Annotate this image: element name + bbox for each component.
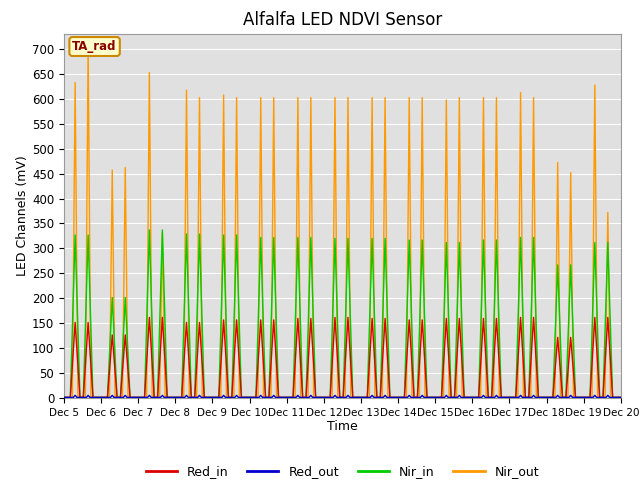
Text: TA_rad: TA_rad [72,40,117,53]
Title: Alfalfa LED NDVI Sensor: Alfalfa LED NDVI Sensor [243,11,442,29]
X-axis label: Time: Time [327,420,358,432]
Y-axis label: LED Channels (mV): LED Channels (mV) [16,156,29,276]
Legend: Red_in, Red_out, Nir_in, Nir_out: Red_in, Red_out, Nir_in, Nir_out [141,460,544,480]
